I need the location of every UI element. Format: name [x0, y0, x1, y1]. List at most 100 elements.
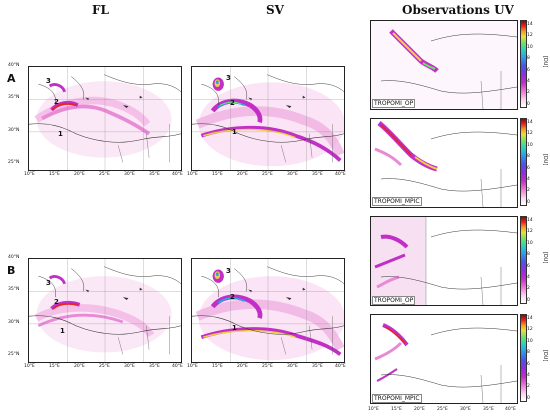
lat-label-a: 35°N — [8, 95, 20, 100]
lon-label-b-fl: 20°E — [74, 364, 85, 369]
colorbar-tick: 0 — [527, 395, 530, 401]
colorbar-tick: 8 — [527, 154, 530, 160]
lon-label-b-fl: 25°E — [99, 364, 110, 369]
header-sv: SV — [266, 3, 284, 17]
lat-label-b: 35°N — [8, 287, 20, 292]
lon-label-b-sv: 35°E — [312, 364, 323, 369]
colorbar-tick: 6 — [527, 263, 530, 269]
colorbar-tick: 10 — [527, 44, 533, 50]
lon-label-b-sv: 10°E — [187, 364, 198, 369]
colorbar-2 — [520, 118, 527, 206]
header-observations: Observations UV — [402, 3, 514, 17]
map-a-fl — [28, 66, 182, 171]
obs-panel-2 — [370, 118, 518, 208]
colorbar-tick: 10 — [527, 142, 533, 148]
lon-label-a-fl: 25°E — [99, 172, 110, 177]
plume-number-2-a-fl: 2 — [54, 98, 59, 106]
colorbar-3 — [520, 216, 527, 304]
lon-label-a-sv: 40°E — [335, 172, 346, 177]
lon-label-b-sv: 30°E — [287, 364, 298, 369]
colorbar-tick: 12 — [527, 327, 533, 333]
plume-number-2-a-sv: 2 — [230, 99, 235, 107]
colorbar-tick: 0 — [527, 101, 530, 107]
header-fl: FL — [92, 3, 109, 17]
colorbar-tick: 0 — [527, 199, 530, 205]
colorbar-tick: 12 — [527, 131, 533, 137]
panel-label-tropomi-mpic-1: TROPOMI_MPIC — [372, 197, 422, 206]
plume-number-2-b-fl: 2 — [54, 298, 59, 306]
lon-label-b-fl: 30°E — [124, 364, 135, 369]
panel-label-tropomi-op-2: TROPOMI_OP — [372, 296, 416, 305]
lon-label-a-fl: 20°E — [74, 172, 85, 177]
colorbar-tick: 2 — [527, 384, 530, 390]
obs-panel-1 — [370, 20, 518, 110]
obs-panel-4 — [370, 314, 518, 404]
lon-label-a-fl: 40°E — [172, 172, 183, 177]
colorbar-tick: 8 — [527, 350, 530, 356]
colorbar-tick: 12 — [527, 229, 533, 235]
plume-number-3-a-fl: 3 — [46, 77, 51, 85]
colorbar-unit-3: [DU] — [542, 252, 548, 264]
lon-label-obs-4: 40°E — [505, 407, 516, 412]
colorbar-4 — [520, 314, 527, 402]
lon-label-b-fl: 40°E — [172, 364, 183, 369]
lon-label-a-sv: 15°E — [212, 172, 223, 177]
obs-panel-3 — [370, 216, 518, 306]
colorbar-tick: 4 — [527, 275, 530, 280]
colorbar-tick: 4 — [527, 373, 530, 378]
row-label-b: B — [7, 264, 16, 277]
plume-number-2-b-sv: 2 — [230, 293, 235, 301]
lon-label-obs-4: 25°E — [437, 407, 448, 412]
lat-label-b: 30°N — [8, 320, 20, 325]
lon-label-a-sv: 25°E — [262, 172, 273, 177]
row-label-a: A — [7, 72, 16, 85]
colorbar-tick: 14 — [527, 218, 533, 223]
lon-label-a-fl: 10°E — [24, 172, 35, 177]
lon-label-obs-4: 30°E — [460, 407, 471, 412]
lon-label-b-sv: 40°E — [335, 364, 346, 369]
plume-number-3-a-sv: 3 — [226, 74, 231, 82]
colorbar-tick: 2 — [527, 188, 530, 194]
colorbar-tick: 14 — [527, 120, 533, 125]
colorbar-tick: 8 — [527, 56, 530, 62]
lon-label-b-sv: 20°E — [237, 364, 248, 369]
colorbar-tick: 0 — [527, 297, 530, 303]
lon-label-obs-4: 15°E — [391, 407, 402, 412]
colorbar-tick: 12 — [527, 33, 533, 39]
lon-label-b-sv: 25°E — [262, 364, 273, 369]
lon-label-a-fl: 35°E — [149, 172, 160, 177]
colorbar-unit-4: [DU] — [542, 350, 548, 362]
lon-label-a-sv: 20°E — [237, 172, 248, 177]
lon-label-obs-4: 10°E — [368, 407, 379, 412]
colorbar-tick: 10 — [527, 338, 533, 344]
lon-label-b-fl: 15°E — [49, 364, 60, 369]
colorbar-tick: 4 — [527, 79, 530, 84]
colorbar-tick: 6 — [527, 361, 530, 367]
plume-number-1-b-fl: 1 — [60, 327, 65, 335]
map-a-sv — [191, 66, 345, 171]
plume-number-1-a-fl: 1 — [58, 130, 63, 138]
lon-label-a-fl: 15°E — [49, 172, 60, 177]
plume-number-1-a-sv: 1 — [232, 128, 237, 136]
colorbar-tick: 6 — [527, 67, 530, 73]
lon-label-obs-4: 35°E — [483, 407, 494, 412]
colorbar-tick: 2 — [527, 90, 530, 96]
colorbar-unit-1: [DU] — [542, 56, 548, 68]
panel-label-tropomi-op-1: TROPOMI_OP — [372, 99, 416, 108]
lon-label-a-sv: 10°E — [187, 172, 198, 177]
colorbar-tick: 14 — [527, 22, 533, 27]
colorbar-tick: 2 — [527, 286, 530, 292]
map-b-fl — [28, 258, 182, 363]
map-b-sv — [191, 258, 345, 363]
plume-number-3-b-sv: 3 — [226, 267, 231, 275]
lon-label-a-fl: 30°E — [124, 172, 135, 177]
lon-label-b-fl: 10°E — [24, 364, 35, 369]
colorbar-tick: 6 — [527, 165, 530, 171]
lon-label-a-sv: 30°E — [287, 172, 298, 177]
lon-label-a-sv: 35°E — [312, 172, 323, 177]
panel-label-tropomi-mpic-2: TROPOMI_MPIC — [372, 394, 422, 403]
lon-label-b-fl: 35°E — [149, 364, 160, 369]
lat-label-b: 40°N — [8, 255, 20, 260]
colorbar-1 — [520, 20, 527, 108]
lat-label-a: 25°N — [8, 160, 20, 165]
